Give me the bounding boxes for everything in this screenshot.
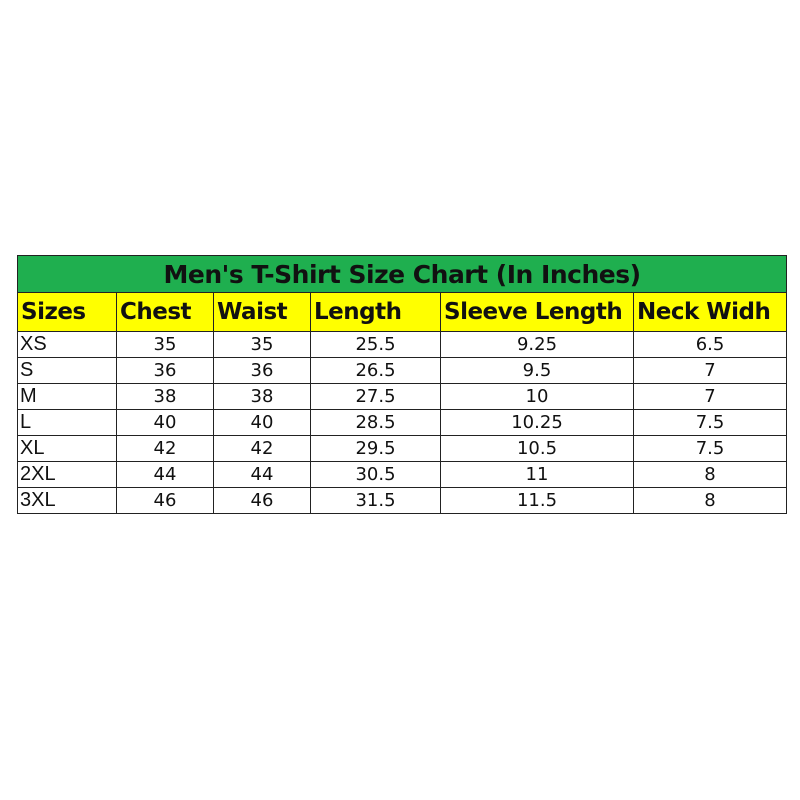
cell-chest: 35 <box>116 331 214 358</box>
table-row: S 36 36 26.5 9.5 7 <box>17 357 788 384</box>
column-header-sleeve-length: Sleeve Length <box>440 292 634 332</box>
cell-sizes: XL <box>17 435 117 462</box>
cell-waist: 40 <box>213 409 311 436</box>
cell-waist: 38 <box>213 383 311 410</box>
cell-neck-width: 7 <box>632 357 788 384</box>
size-chart-table: Men's T-Shirt Size Chart (In Inches) Siz… <box>16 255 788 514</box>
column-header-length: Length <box>310 292 441 332</box>
cell-length: 30.5 <box>310 461 441 488</box>
table-row: M 38 38 27.5 10 7 <box>17 383 788 410</box>
cell-waist: 44 <box>213 461 311 488</box>
table-row: L 40 40 28.5 10.25 7.5 <box>17 409 788 436</box>
cell-neck-width: 8 <box>632 461 788 488</box>
column-header-neck-width: Neck Widh <box>632 292 788 332</box>
table-row: 3XL 46 46 31.5 11.5 8 <box>17 487 788 514</box>
cell-chest: 42 <box>116 435 214 462</box>
cell-length: 27.5 <box>310 383 441 410</box>
column-header-waist: Waist <box>213 292 311 332</box>
cell-waist: 36 <box>213 357 311 384</box>
cell-waist: 46 <box>213 487 311 514</box>
table-row: 2XL 44 44 30.5 11 8 <box>17 461 788 488</box>
cell-sizes: M <box>17 383 117 410</box>
cell-sizes: 3XL <box>17 487 117 514</box>
cell-chest: 36 <box>116 357 214 384</box>
cell-sizes: S <box>17 357 117 384</box>
table-row: XL 42 42 29.5 10.5 7.5 <box>17 435 788 462</box>
cell-sizes: XS <box>17 331 117 358</box>
cell-sizes: L <box>17 409 117 436</box>
cell-sleeve-length: 10.25 <box>440 409 634 436</box>
cell-length: 31.5 <box>310 487 441 514</box>
cell-neck-width: 8 <box>632 487 788 514</box>
cell-neck-width: 7 <box>632 383 788 410</box>
cell-chest: 44 <box>116 461 214 488</box>
cell-sleeve-length: 9.25 <box>440 331 634 358</box>
header-row: Sizes Chest Waist Length Sleeve Length Neck W… <box>17 292 788 332</box>
cell-waist: 35 <box>213 331 311 358</box>
cell-length: 25.5 <box>310 331 441 358</box>
cell-sleeve-length: 10.5 <box>440 435 634 462</box>
cell-length: 29.5 <box>310 435 441 462</box>
cell-chest: 46 <box>116 487 214 514</box>
table-row: XS 35 35 25.5 9.25 6.5 <box>17 331 788 358</box>
cell-chest: 38 <box>116 383 214 410</box>
cell-length: 28.5 <box>310 409 441 436</box>
cell-sleeve-length: 11 <box>440 461 634 488</box>
cell-neck-width: 7.5 <box>632 409 788 436</box>
cell-waist: 42 <box>213 435 311 462</box>
column-header-sizes: Sizes <box>17 292 117 332</box>
column-header-chest: Chest <box>116 292 214 332</box>
cell-chest: 40 <box>116 409 214 436</box>
cell-neck-width: 6.5 <box>632 331 788 358</box>
table-title: Men's T-Shirt Size Chart (In Inches) <box>16 255 788 293</box>
cell-sleeve-length: 10 <box>440 383 634 410</box>
cell-length: 26.5 <box>310 357 441 384</box>
cell-neck-width: 7.5 <box>632 435 788 462</box>
cell-sizes: 2XL <box>17 461 117 488</box>
cell-sleeve-length: 11.5 <box>440 487 634 514</box>
cell-sleeve-length: 9.5 <box>440 357 634 384</box>
